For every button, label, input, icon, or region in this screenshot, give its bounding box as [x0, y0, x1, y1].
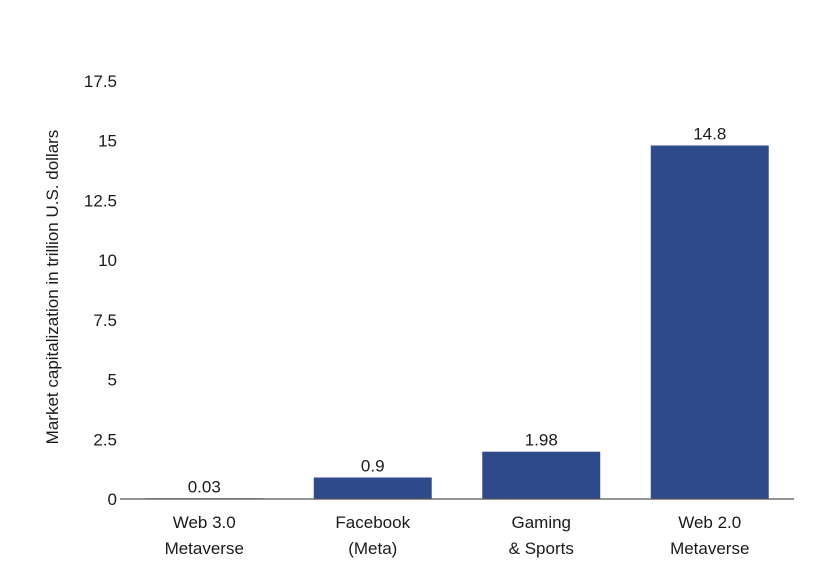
bar-value-label: 1.98: [525, 431, 558, 450]
category-label: (Meta): [348, 539, 397, 558]
category-label: Metaverse: [165, 539, 244, 558]
y-tick-label: 0: [108, 490, 117, 509]
bar-value-label: 14.8: [693, 124, 726, 143]
y-axis-ticks: 0 2.5 5 7.5 10 12.5 15 17.5: [84, 72, 117, 509]
category-label: Web 3.0: [173, 513, 236, 532]
y-tick-label: 2.5: [93, 430, 117, 449]
y-axis-title: Market capitalization in trillion U.S. d…: [43, 130, 62, 445]
bar-value-label: 0.03: [188, 477, 221, 496]
category-label: Facebook: [335, 513, 410, 532]
bar: [313, 477, 432, 499]
bar: [650, 145, 769, 499]
category-label: & Sports: [509, 539, 574, 558]
y-tick-label: 10: [98, 251, 117, 270]
category-label: Metaverse: [670, 539, 749, 558]
y-tick-label: 7.5: [93, 311, 117, 330]
bar: [482, 451, 601, 499]
y-tick-label: 17.5: [84, 72, 117, 91]
y-tick-label: 5: [108, 371, 117, 390]
y-tick-label: 15: [98, 132, 117, 151]
category-label: Gaming: [511, 513, 571, 532]
bar-value-label: 0.9: [361, 457, 385, 476]
category-labels: Web 3.0 Metaverse Facebook (Meta) Gaming & Sp…: [165, 513, 750, 558]
bars: [145, 145, 769, 499]
y-tick-label: 12.5: [84, 191, 117, 210]
value-labels: 0.03 0.9 1.98 14.8: [188, 124, 727, 496]
category-label: Web 2.0: [678, 513, 741, 532]
